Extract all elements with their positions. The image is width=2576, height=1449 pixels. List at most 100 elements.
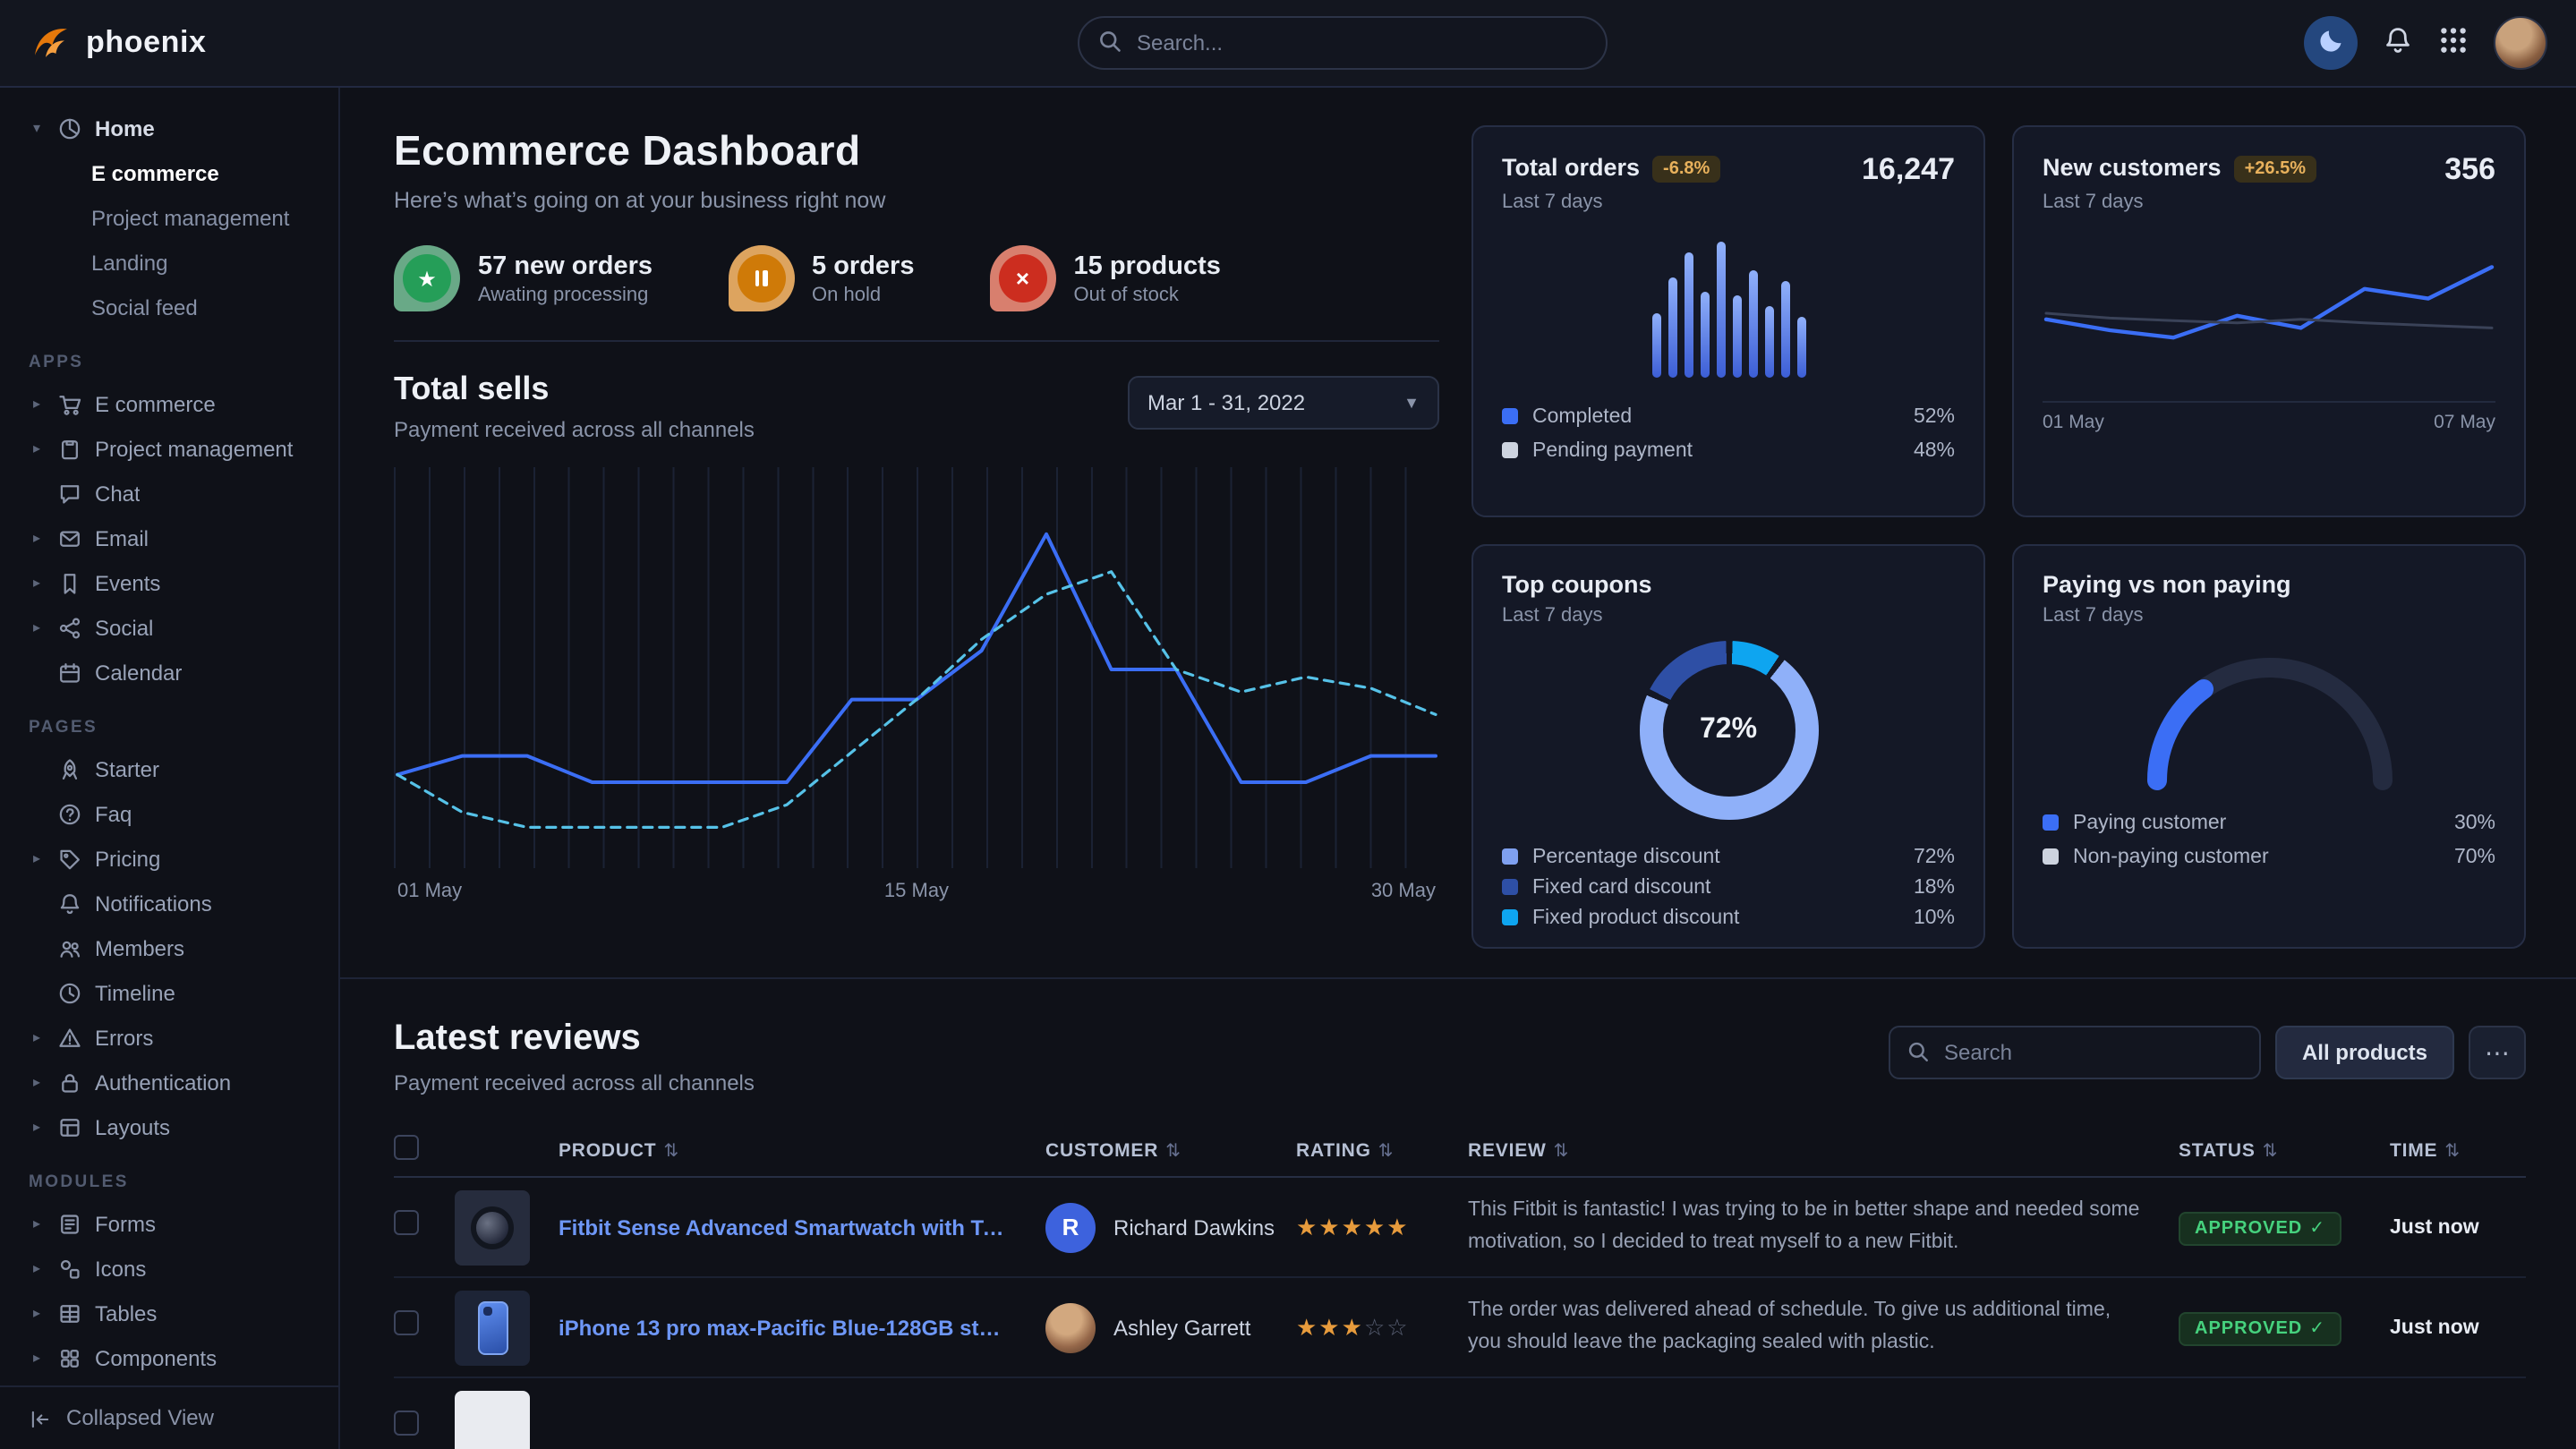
customer-avatar[interactable]: R [1045, 1202, 1096, 1252]
caret-right-icon: ▸ [29, 575, 45, 591]
review-time: Just now [2390, 1216, 2526, 1238]
users-icon [57, 935, 82, 960]
column-customer[interactable]: CUSTOMER⇅ [1045, 1139, 1296, 1161]
caret-right-icon: ▸ [29, 850, 45, 866]
row-checkbox[interactable] [394, 1411, 419, 1436]
bell-icon [2383, 25, 2413, 61]
sidebar-item-forms[interactable]: ▸ Forms [0, 1201, 338, 1246]
customer-avatar[interactable] [1045, 1302, 1096, 1352]
sort-icon: ⇅ [1378, 1141, 1395, 1161]
product-link[interactable]: iPhone 13 pro max-Pacific Blue-128GB sto… [559, 1315, 1006, 1340]
legend-swatch [2043, 848, 2059, 865]
sort-icon: ⇅ [663, 1141, 679, 1161]
sort-icon: ⇅ [2263, 1141, 2279, 1161]
clipboard-icon [57, 436, 82, 461]
all-products-button[interactable]: All products [2275, 1026, 2454, 1079]
sidebar-item-ecommerce-dashboard[interactable]: E commerce [0, 150, 338, 195]
legend-swatch [1502, 408, 1518, 424]
sidebar-item-faq[interactable]: Faq [0, 791, 338, 836]
column-rating[interactable]: RATING⇅ [1296, 1139, 1468, 1161]
column-review[interactable]: REVIEW⇅ [1468, 1139, 2179, 1161]
sidebar-item-email[interactable]: ▸ Email [0, 516, 338, 560]
caret-down-icon: ▾ [29, 120, 45, 136]
sidebar-section-modules: MODULES [29, 1172, 338, 1192]
collapsed-view-toggle[interactable]: Collapsed View [0, 1385, 338, 1449]
caret-right-icon: ▸ [29, 1260, 45, 1276]
sidebar-item-errors[interactable]: ▸ Errors [0, 1015, 338, 1060]
x-icon: × [990, 245, 1056, 311]
sidebar-item-ecommerce-app[interactable]: ▸ E commerce [0, 381, 338, 426]
status-badge: APPROVED✓ [2179, 1311, 2341, 1345]
stat-new-orders: ★ 57 new ordersAwating processing [394, 245, 653, 311]
caret-right-icon: ▸ [29, 1215, 45, 1232]
sidebar-item-events[interactable]: ▸ Events [0, 560, 338, 605]
row-checkbox[interactable] [394, 1210, 419, 1235]
tag-icon [57, 846, 82, 871]
sidebar-item-project-management-app[interactable]: ▸ Project management [0, 426, 338, 471]
caret-right-icon: ▸ [29, 1119, 45, 1135]
caret-right-icon: ▸ [29, 530, 45, 546]
sidebar-item-social[interactable]: ▸ Social [0, 605, 338, 650]
date-range-select[interactable]: Mar 1 - 31, 2022 ▼ [1128, 376, 1439, 430]
new-customers-x-axis: 01 May 07 May [2043, 401, 2495, 433]
sidebar-item-tables[interactable]: ▸ Tables [0, 1291, 338, 1335]
sidebar-item-home[interactable]: ▾ Home [0, 106, 338, 150]
sidebar-item-project-management-dashboard[interactable]: Project management [0, 195, 338, 240]
column-status[interactable]: STATUS⇅ [2179, 1139, 2390, 1161]
sidebar-item-calendar[interactable]: Calendar [0, 650, 338, 695]
sidebar-item-icons[interactable]: ▸ Icons [0, 1246, 338, 1291]
lock-icon [57, 1070, 82, 1095]
theme-toggle-button[interactable] [2304, 16, 2358, 70]
legend-swatch [1502, 848, 1518, 865]
check-icon: ✓ [2309, 1218, 2325, 1238]
collapse-icon [29, 1406, 52, 1429]
sidebar-item-starter[interactable]: Starter [0, 746, 338, 791]
search-icon [1906, 1040, 1930, 1063]
total-sells-subtitle: Payment received across all channels [394, 417, 755, 442]
column-product[interactable]: PRODUCT⇅ [559, 1139, 1045, 1161]
apps-grid-button[interactable] [2438, 25, 2469, 61]
sidebar-item-authentication[interactable]: ▸ Authentication [0, 1060, 338, 1104]
notifications-button[interactable] [2383, 25, 2413, 61]
column-time[interactable]: TIME⇅ [2390, 1139, 2526, 1161]
reviews-search-input[interactable] [1889, 1026, 2261, 1079]
mail-icon [57, 525, 82, 550]
brand-name: phoenix [86, 25, 207, 61]
change-badge: +26.5% [2234, 156, 2316, 183]
review-text: The order was delivered ahead of schedul… [1468, 1297, 2179, 1359]
new-customers-card: New customers+26.5% Last 7 days 356 01 M… [2012, 125, 2526, 517]
user-avatar[interactable] [2494, 16, 2547, 70]
caret-right-icon: ▸ [29, 1074, 45, 1090]
sidebar: ▾ Home E commerce Project management Lan… [0, 88, 340, 1449]
select-all-checkbox[interactable] [394, 1135, 419, 1160]
row-checkbox[interactable] [394, 1310, 419, 1335]
navbar-actions [2304, 16, 2547, 70]
reviews-table: PRODUCT⇅ CUSTOMER⇅ RATING⇅ REVIEW⇅ STATU… [394, 1124, 2526, 1449]
sidebar-item-layouts[interactable]: ▸ Layouts [0, 1104, 338, 1149]
sidebar-item-notifications[interactable]: Notifications [0, 881, 338, 925]
section-divider [340, 977, 2576, 979]
sidebar-item-timeline[interactable]: Timeline [0, 970, 338, 1015]
product-thumbnail[interactable] [455, 1189, 530, 1265]
product-thumbnail[interactable] [455, 1290, 530, 1365]
warning-icon [57, 1025, 82, 1050]
sidebar-item-pricing[interactable]: ▸ Pricing [0, 836, 338, 881]
total-sells-title: Total sells [394, 371, 755, 408]
sidebar-item-chat[interactable]: Chat [0, 471, 338, 516]
product-link[interactable]: Fitbit Sense Advanced Smartwatch with To… [559, 1215, 1006, 1240]
table-row: Fitbit Sense Advanced Smartwatch with To… [394, 1178, 2526, 1278]
rocket-icon [57, 756, 82, 781]
sidebar-item-members[interactable]: Members [0, 925, 338, 970]
search-input[interactable] [1078, 16, 1608, 70]
sidebar-item-social-feed[interactable]: Social feed [0, 285, 338, 329]
sidebar-item-components[interactable]: ▸ Components [0, 1335, 338, 1380]
reviews-subtitle: Payment received across all channels [394, 1070, 755, 1095]
brand-logo[interactable]: phoenix [29, 21, 207, 64]
puzzle-icon [57, 1345, 82, 1370]
new-orders-icon: ★ [394, 245, 460, 311]
caret-right-icon: ▸ [29, 1305, 45, 1321]
sidebar-item-landing[interactable]: Landing [0, 240, 338, 285]
more-options-button[interactable]: ⋯ [2469, 1026, 2526, 1079]
sidebar-section-pages: PAGES [29, 718, 338, 737]
product-thumbnail[interactable] [455, 1390, 530, 1449]
